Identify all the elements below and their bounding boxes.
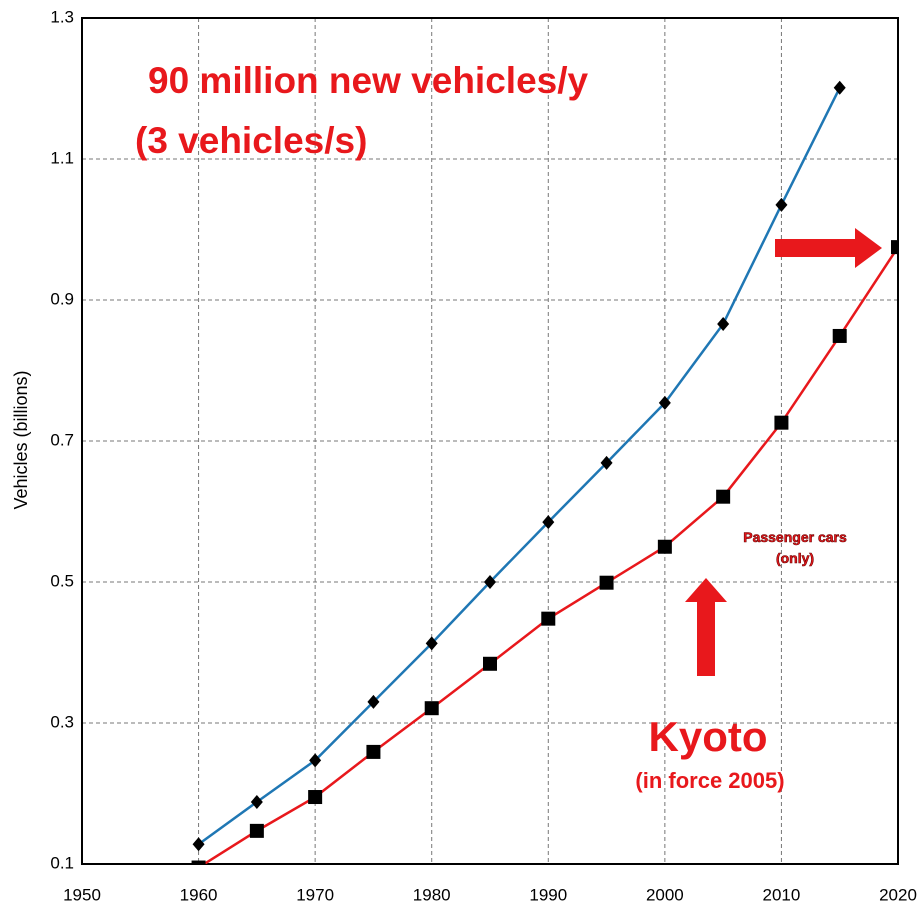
point bbox=[658, 395, 671, 410]
y-tick-label: 0.9 bbox=[50, 289, 74, 308]
point bbox=[192, 837, 205, 852]
point bbox=[483, 656, 497, 671]
point bbox=[542, 515, 555, 530]
x-tick-label: 2010 bbox=[763, 885, 801, 904]
point bbox=[424, 701, 439, 716]
point bbox=[366, 744, 381, 759]
annotation: Kyoto bbox=[649, 713, 768, 760]
x-tick-label: 1970 bbox=[296, 885, 334, 904]
point bbox=[367, 694, 380, 709]
point bbox=[832, 328, 847, 343]
point bbox=[249, 823, 264, 838]
point bbox=[599, 575, 614, 590]
x-tick-label: 2000 bbox=[646, 885, 684, 904]
point bbox=[716, 489, 731, 504]
arrow-up bbox=[685, 578, 727, 676]
x-tick-label: 1980 bbox=[413, 885, 451, 904]
point bbox=[717, 316, 730, 331]
point bbox=[250, 794, 263, 809]
arrow-right bbox=[775, 228, 882, 268]
point bbox=[308, 790, 323, 805]
y-tick-label: 0.1 bbox=[50, 853, 74, 872]
point bbox=[600, 455, 613, 470]
annotation: (in force 2005) bbox=[635, 768, 784, 793]
point bbox=[191, 860, 206, 864]
y-tick-label: 1.3 bbox=[50, 7, 74, 26]
point bbox=[425, 636, 438, 651]
point bbox=[309, 753, 322, 768]
point bbox=[774, 415, 789, 430]
x-tick-label: 2020 bbox=[879, 885, 917, 904]
point bbox=[484, 575, 496, 589]
series-line bbox=[197, 87, 841, 846]
x-tick-label: 1950 bbox=[63, 885, 101, 904]
y-axis-label: Vehicles (billions) bbox=[11, 370, 31, 509]
annotation: Passenger cars bbox=[743, 529, 847, 545]
point bbox=[657, 539, 672, 554]
x-tick-label: 1960 bbox=[180, 885, 218, 904]
point bbox=[775, 197, 788, 212]
annotation: 90 million new vehicles/y bbox=[148, 60, 589, 101]
y-tick-label: 0.5 bbox=[50, 571, 74, 590]
annotation: (3 vehicles/s) bbox=[135, 120, 367, 161]
point bbox=[891, 240, 898, 255]
plot-frame bbox=[81, 17, 899, 865]
y-tick-label: 0.3 bbox=[50, 712, 74, 731]
series-layer bbox=[191, 80, 898, 864]
point bbox=[833, 80, 846, 95]
annotation: (only) bbox=[776, 550, 814, 566]
y-tick-label: 0.7 bbox=[50, 430, 74, 449]
point bbox=[541, 611, 556, 626]
x-tick-label: 1990 bbox=[529, 885, 567, 904]
y-tick-label: 1.1 bbox=[50, 148, 74, 167]
